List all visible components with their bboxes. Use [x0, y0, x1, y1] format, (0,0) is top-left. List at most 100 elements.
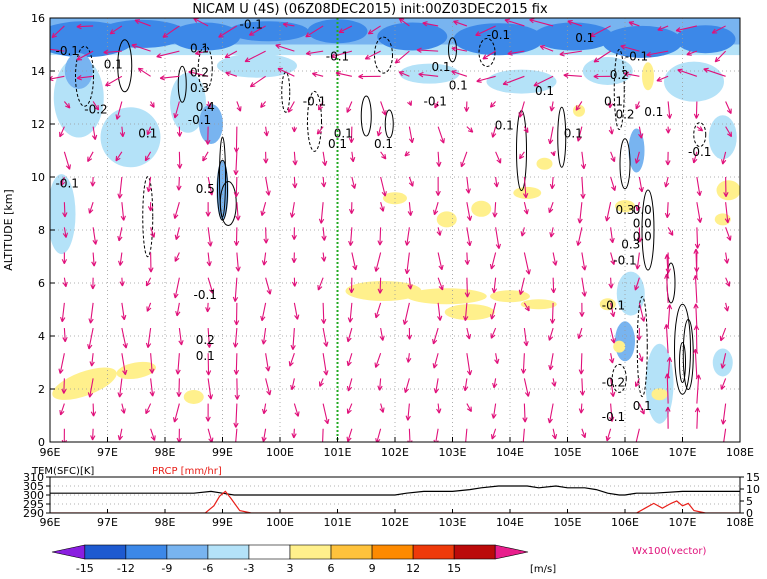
wind-vector	[609, 403, 615, 422]
westerly-area	[444, 304, 495, 321]
wind-vector	[145, 327, 152, 348]
wind-vector	[604, 202, 612, 222]
wind-vector	[580, 151, 587, 170]
westerly-area	[651, 388, 668, 401]
wind-vector	[404, 151, 410, 157]
wind-vector	[146, 176, 152, 193]
wind-vector	[377, 277, 383, 294]
sub-right-axis-label: PRCP [mm/hr]	[152, 466, 222, 477]
wind-vector	[725, 277, 731, 287]
wind-vector	[263, 227, 269, 244]
wind-vector	[638, 302, 646, 322]
wind-vector	[437, 277, 444, 291]
wind-vector	[224, 50, 238, 59]
easterly-weak-area	[708, 115, 737, 160]
wind-vector	[466, 403, 472, 413]
y-tick-label: 8	[38, 224, 45, 237]
wind-vector	[63, 151, 71, 170]
wind-vector	[265, 353, 271, 372]
wind-vector	[91, 126, 98, 141]
wind-vector	[90, 403, 97, 417]
wind-vector	[88, 202, 94, 214]
wind-vector	[146, 126, 152, 136]
wind-vector	[482, 50, 496, 60]
easterly-weak-area	[712, 348, 733, 377]
wind-vector	[407, 428, 413, 442]
wind-vector	[723, 428, 727, 442]
contour-label: -0.1	[188, 113, 211, 127]
wind-vector	[88, 302, 94, 324]
colorbar-segment	[453, 544, 496, 560]
wind-vector	[720, 403, 727, 425]
westerly-area	[116, 361, 156, 380]
contour-negative	[197, 45, 213, 91]
wind-vector	[232, 328, 239, 348]
wind-vector	[87, 327, 94, 350]
colorbar: -15 -12 -9 -6 -3 3 6 9 12 15	[51, 544, 529, 575]
wind-vector	[176, 378, 182, 397]
wind-vector	[405, 403, 411, 421]
wind-vector	[638, 353, 644, 362]
wind-vector	[720, 378, 727, 390]
wind-vector	[318, 202, 325, 224]
wind-vector	[175, 353, 181, 375]
wind-vector	[174, 252, 180, 262]
contour-positive	[557, 106, 567, 168]
wind-vector	[174, 227, 180, 240]
wind-vector	[290, 378, 296, 391]
wind-vector	[549, 302, 556, 324]
wind-vector	[665, 126, 671, 134]
contour-label: -0.1	[613, 253, 636, 267]
wind-vector	[292, 176, 298, 189]
wind-vector	[377, 227, 383, 246]
wind-vector	[433, 428, 439, 442]
wind-vector	[260, 101, 267, 108]
wind-vector	[551, 428, 558, 440]
wind-vector	[261, 428, 267, 442]
wind-vector	[593, 73, 611, 80]
wind-vector	[638, 126, 644, 139]
westerly-area	[471, 200, 492, 217]
wind-vector	[50, 75, 65, 82]
wind-vector	[581, 277, 587, 297]
sub-x-tick-label: 103E	[439, 516, 467, 529]
wind-vector	[162, 25, 180, 38]
contour-label: 0.1	[334, 126, 353, 140]
x-tick-label: 104E	[496, 446, 524, 459]
wind-vector	[551, 378, 557, 387]
wind-vector	[282, 22, 295, 28]
wind-vector	[610, 151, 616, 163]
wind-vector	[579, 302, 585, 317]
wind-vector	[205, 353, 212, 376]
wind-vector	[724, 202, 731, 224]
wind-vector	[321, 302, 327, 324]
westerly-area	[52, 367, 117, 400]
westerly-area	[520, 299, 557, 310]
wind-vector	[549, 227, 555, 238]
wind-vector	[714, 50, 727, 63]
y-tick-label: 14	[31, 65, 45, 78]
wind-vector	[346, 101, 353, 113]
contour-negative	[611, 363, 627, 393]
wind-vector	[550, 277, 557, 294]
wind-vector	[696, 126, 704, 132]
x-tick-label: 99E	[212, 446, 233, 459]
contour-label: -0.1	[625, 49, 648, 63]
wind-vector	[145, 403, 152, 415]
contour-lines	[75, 36, 707, 398]
wind-vector	[464, 252, 470, 265]
wind-vector	[465, 428, 468, 442]
wind-vector	[62, 277, 68, 288]
wind-vector	[205, 403, 211, 422]
wind-vector	[464, 277, 471, 298]
wind-vector	[725, 101, 732, 115]
sub-x-tick-label: 108E	[726, 516, 754, 529]
contour-label: 0.1	[196, 349, 215, 363]
x-tick-label: 100E	[266, 446, 294, 459]
contour-label: -0.1	[303, 94, 326, 108]
wind-vector	[489, 252, 497, 270]
wind-vector	[176, 176, 182, 191]
wind-vector	[580, 176, 586, 199]
wind-vector	[398, 18, 410, 27]
contour-label: 0.1	[535, 84, 554, 98]
